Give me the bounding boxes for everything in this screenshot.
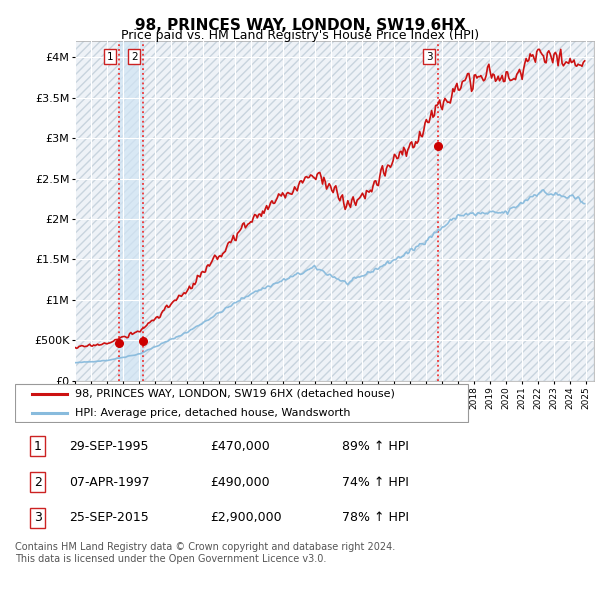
Text: 3: 3	[34, 512, 42, 525]
Text: 74% ↑ HPI: 74% ↑ HPI	[341, 476, 409, 489]
Text: HPI: Average price, detached house, Wandsworth: HPI: Average price, detached house, Wand…	[75, 408, 350, 418]
Text: 2: 2	[34, 476, 42, 489]
Text: Contains HM Land Registry data © Crown copyright and database right 2024.
This d: Contains HM Land Registry data © Crown c…	[15, 542, 395, 564]
Text: 78% ↑ HPI: 78% ↑ HPI	[341, 512, 409, 525]
Text: 1: 1	[34, 440, 42, 453]
Text: 98, PRINCES WAY, LONDON, SW19 6HX (detached house): 98, PRINCES WAY, LONDON, SW19 6HX (detac…	[75, 389, 395, 399]
Text: 3: 3	[426, 51, 433, 61]
Bar	[119, 41, 143, 381]
Text: Price paid vs. HM Land Registry's House Price Index (HPI): Price paid vs. HM Land Registry's House …	[121, 30, 479, 42]
Text: 29-SEP-1995: 29-SEP-1995	[70, 440, 149, 453]
Text: £2,900,000: £2,900,000	[210, 512, 281, 525]
Text: £490,000: £490,000	[210, 476, 269, 489]
Text: 25-SEP-2015: 25-SEP-2015	[70, 512, 149, 525]
Text: £470,000: £470,000	[210, 440, 269, 453]
Text: 2: 2	[131, 51, 138, 61]
Text: 89% ↑ HPI: 89% ↑ HPI	[341, 440, 409, 453]
FancyBboxPatch shape	[15, 384, 467, 422]
Text: 98, PRINCES WAY, LONDON, SW19 6HX: 98, PRINCES WAY, LONDON, SW19 6HX	[134, 18, 466, 33]
Text: 07-APR-1997: 07-APR-1997	[70, 476, 150, 489]
Text: 1: 1	[107, 51, 113, 61]
